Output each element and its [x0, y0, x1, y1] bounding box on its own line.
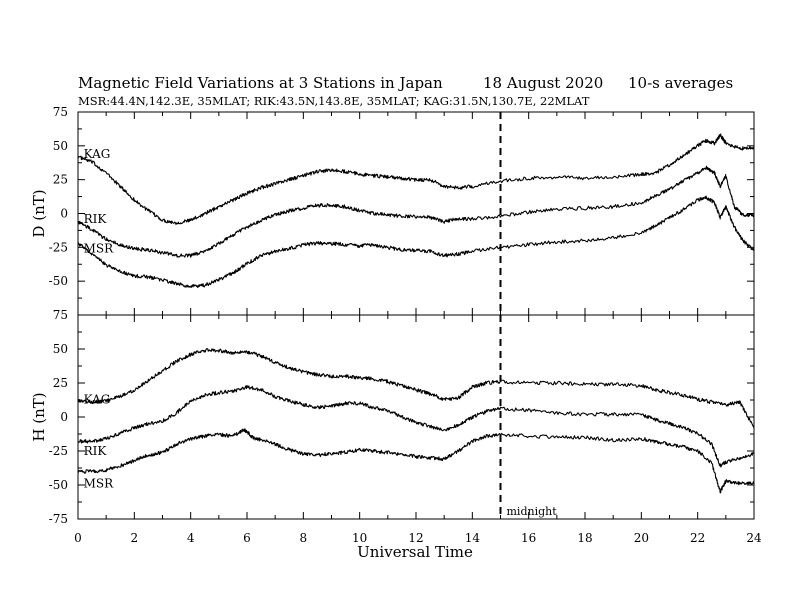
station-label-rik: RIK: [84, 444, 108, 458]
series-line-kag: [77, 133, 755, 226]
y-axis-label: H (nT): [30, 392, 48, 441]
chart-panels: 75 50 25 0 -25 -50 D (nT) KAG RIK MSR 75 50 25 0 -25 -5…: [30, 105, 762, 545]
x-tick-label: 24: [746, 531, 762, 545]
x-tick-label: 20: [634, 531, 649, 545]
x-axis-label: Universal Time: [357, 543, 473, 561]
y-tick-label: 0: [60, 207, 68, 221]
y-tick-label: 50: [53, 139, 68, 153]
x-tick-label: 0: [74, 531, 82, 545]
x-tick-label: 16: [521, 531, 536, 545]
panel-frame: [77, 314, 755, 520]
station-label-kag: KAG: [84, 392, 111, 406]
panel-1: 75 50 25 0 -25 -50 D (nT) KAG RIK MSR: [30, 105, 755, 316]
midnight-label: midnight: [507, 505, 558, 518]
chart-title: Magnetic Field Variations at 3 Stations …: [78, 74, 443, 92]
station-label-msr: MSR: [84, 242, 115, 256]
station-label-rik: RIK: [84, 212, 108, 226]
y-tick-label: -75: [49, 512, 68, 526]
chart-subtitle: MSR:44.4N,142.3E, 35MLAT; RIK:43.5N,143.…: [78, 94, 590, 108]
y-tick-label: 75: [53, 105, 68, 119]
y-tick-label: -25: [49, 240, 68, 254]
x-tick-label: 22: [690, 531, 705, 545]
y-tick-label: 25: [53, 173, 68, 187]
y-tick-label: -50: [49, 274, 68, 288]
panel-2: 75 50 25 0 -25 -50 -75 H (nT) KAG RIK MSR: [30, 308, 755, 526]
chart-date: 18 August 2020: [483, 74, 603, 92]
x-tick-label: 6: [243, 531, 251, 545]
x-tick-label: 8: [300, 531, 308, 545]
series-line-rik: [77, 384, 755, 468]
series-line-kag: [77, 348, 755, 429]
station-label-kag: KAG: [84, 147, 111, 161]
y-tick-label: 75: [53, 308, 68, 322]
series-line-rik: [77, 165, 755, 258]
x-tick-label: 2: [131, 531, 139, 545]
x-tick-label: 10: [352, 531, 367, 545]
y-tick-label: -25: [49, 444, 68, 458]
y-tick-label: 25: [53, 376, 68, 390]
x-tick-label: 12: [408, 531, 423, 545]
x-tick-label: 4: [187, 531, 195, 545]
x-tick-label: 14: [465, 531, 481, 545]
series-line-msr: [77, 428, 755, 494]
chart-averaging: 10-s averages: [628, 74, 733, 92]
y-tick-label: -50: [49, 478, 68, 492]
y-tick-label: 0: [60, 410, 68, 424]
x-tick-label: 18: [577, 531, 592, 545]
y-axis-label: D (nT): [30, 189, 48, 237]
series-line-msr: [77, 195, 755, 289]
station-label-msr: MSR: [84, 477, 115, 491]
y-tick-label: 50: [53, 342, 68, 356]
